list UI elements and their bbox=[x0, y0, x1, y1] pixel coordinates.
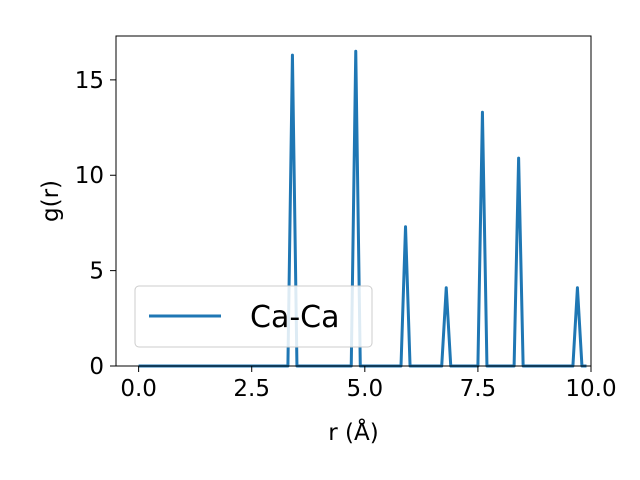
y-axis-label: g(r) bbox=[38, 180, 64, 222]
legend: Ca-Ca bbox=[134, 285, 373, 348]
legend-box bbox=[134, 285, 373, 348]
x-tick-label: 10.0 bbox=[565, 376, 616, 402]
x-axis: 0.0 2.5 5.0 7.5 10.0 bbox=[120, 366, 617, 402]
axes-frame bbox=[115, 35, 592, 367]
x-tick-label: 2.5 bbox=[233, 376, 270, 402]
x-tick-label: 5.0 bbox=[347, 376, 384, 402]
y-tick-label: 0 bbox=[89, 354, 104, 380]
legend-label-ca-ca: Ca-Ca bbox=[250, 300, 340, 335]
x-tick-label: 7.5 bbox=[460, 376, 497, 402]
x-tick-label: 0.0 bbox=[120, 376, 157, 402]
y-tick-label: 10 bbox=[75, 163, 104, 189]
y-tick-label: 15 bbox=[75, 68, 104, 94]
y-axis: 0 5 10 15 bbox=[75, 68, 116, 380]
y-tick-label: 5 bbox=[89, 259, 104, 285]
x-axis-label: r (Å) bbox=[328, 418, 378, 446]
